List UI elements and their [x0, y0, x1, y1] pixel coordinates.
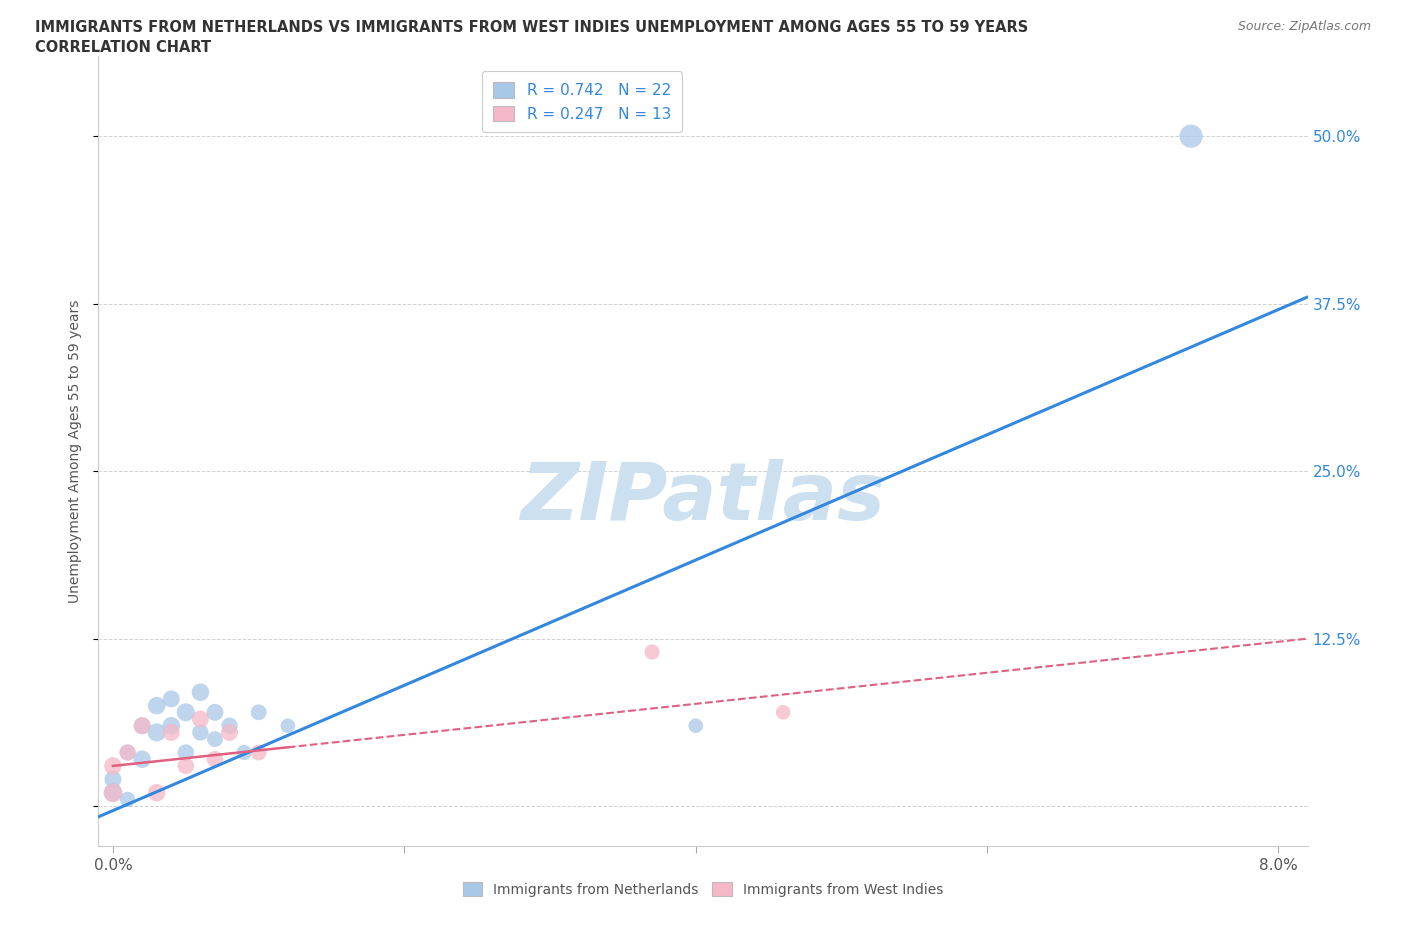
Point	[233, 745, 256, 760]
Point	[145, 698, 167, 713]
Point	[117, 792, 139, 807]
Point	[117, 745, 139, 760]
Point	[277, 718, 299, 733]
Point	[174, 759, 197, 774]
Point	[101, 785, 124, 800]
Point	[160, 692, 183, 707]
Text: IMMIGRANTS FROM NETHERLANDS VS IMMIGRANTS FROM WEST INDIES UNEMPLOYMENT AMONG AG: IMMIGRANTS FROM NETHERLANDS VS IMMIGRANT…	[35, 20, 1028, 35]
Point	[174, 745, 197, 760]
Point	[1180, 128, 1202, 143]
Point	[218, 725, 240, 740]
Point	[247, 745, 270, 760]
Point	[772, 705, 794, 720]
Point	[131, 718, 153, 733]
Point	[131, 751, 153, 766]
Point	[204, 751, 226, 766]
Point	[160, 725, 183, 740]
Point	[204, 705, 226, 720]
Text: ZIPatlas: ZIPatlas	[520, 459, 886, 538]
Point	[247, 705, 270, 720]
Point	[174, 705, 197, 720]
Point	[101, 772, 124, 787]
Point	[685, 718, 707, 733]
Text: CORRELATION CHART: CORRELATION CHART	[35, 40, 211, 55]
Point	[145, 725, 167, 740]
Point	[131, 718, 153, 733]
Point	[101, 785, 124, 800]
Legend: Immigrants from Netherlands, Immigrants from West Indies: Immigrants from Netherlands, Immigrants …	[457, 877, 949, 903]
Point	[101, 759, 124, 774]
Point	[160, 718, 183, 733]
Point	[190, 725, 212, 740]
Point	[117, 745, 139, 760]
Point	[641, 644, 664, 659]
Point	[218, 718, 240, 733]
Y-axis label: Unemployment Among Ages 55 to 59 years: Unemployment Among Ages 55 to 59 years	[69, 299, 83, 603]
Point	[204, 732, 226, 747]
Text: Source: ZipAtlas.com: Source: ZipAtlas.com	[1237, 20, 1371, 33]
Point	[145, 785, 167, 800]
Point	[190, 711, 212, 726]
Point	[190, 684, 212, 699]
